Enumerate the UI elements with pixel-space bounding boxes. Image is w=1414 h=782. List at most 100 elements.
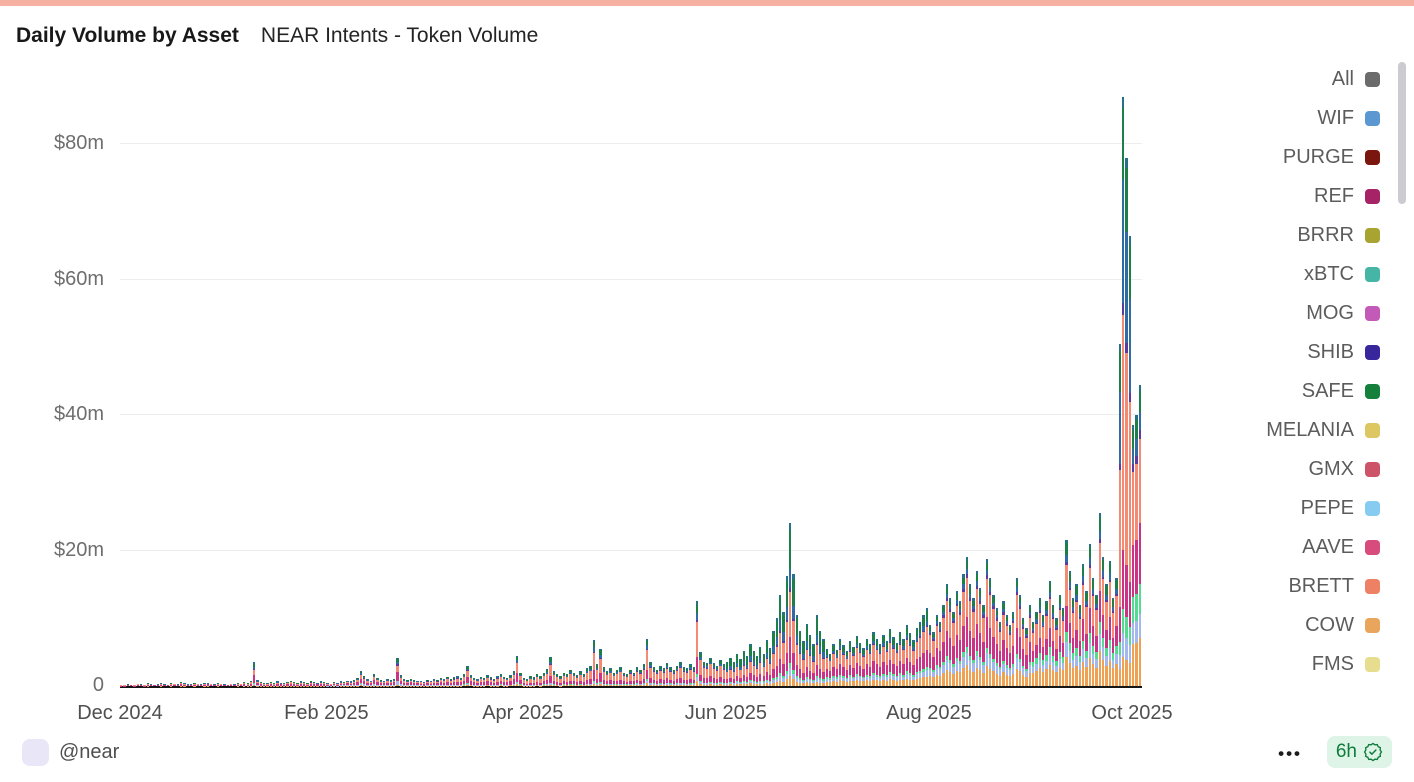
bar-stack[interactable] — [333, 682, 336, 686]
bar-stack[interactable] — [962, 574, 965, 686]
bar-stack[interactable] — [336, 682, 339, 686]
bar-stack[interactable] — [419, 680, 422, 686]
bar-stack[interactable] — [439, 677, 442, 686]
legend-item-xbtc[interactable]: xBTC — [1266, 255, 1380, 294]
bar-stack[interactable] — [246, 682, 249, 686]
bar-stack[interactable] — [765, 640, 769, 686]
bar-stack[interactable] — [482, 677, 486, 686]
bar-stack[interactable] — [226, 684, 229, 686]
bar-stack[interactable] — [898, 631, 902, 686]
bar-stack[interactable] — [602, 667, 606, 686]
bar-stack[interactable] — [452, 677, 456, 686]
bar-stack[interactable] — [662, 668, 665, 686]
bar-stack[interactable] — [752, 650, 755, 686]
bar-stack[interactable] — [799, 630, 802, 686]
bar-stack[interactable] — [789, 523, 792, 686]
bar-stack[interactable] — [379, 680, 382, 686]
bar-stack[interactable] — [659, 665, 662, 686]
bar-stack[interactable] — [672, 669, 675, 686]
bar-stack[interactable] — [449, 678, 452, 686]
bar-stack[interactable] — [922, 614, 925, 686]
bar-stack[interactable] — [412, 680, 416, 686]
bar-stack[interactable] — [296, 682, 299, 686]
bar-stack[interactable] — [442, 679, 446, 686]
bar-stack[interactable] — [216, 682, 219, 686]
bar-stack[interactable] — [369, 680, 372, 686]
bar-stack[interactable] — [143, 685, 146, 686]
bar-stack[interactable] — [905, 625, 908, 686]
bar-stack[interactable] — [163, 684, 166, 686]
bar-stack[interactable] — [426, 679, 429, 686]
bar-stack[interactable] — [1008, 625, 1012, 686]
legend-item-aave[interactable]: AAVE — [1266, 528, 1380, 567]
bar-stack[interactable] — [586, 668, 589, 686]
bar-stack[interactable] — [882, 634, 885, 686]
bar-stack[interactable] — [316, 682, 319, 686]
bar-stack[interactable] — [346, 680, 349, 686]
bar-stack[interactable] — [632, 672, 635, 686]
legend-item-gmx[interactable]: GMX — [1266, 450, 1380, 489]
bar-stack[interactable] — [386, 679, 389, 686]
bar-stack[interactable] — [269, 682, 273, 686]
bar-stack[interactable] — [422, 681, 426, 686]
bar-stack[interactable] — [902, 638, 905, 686]
bar-stack[interactable] — [479, 676, 482, 686]
bar-stack[interactable] — [209, 683, 213, 686]
bar-stack[interactable] — [782, 611, 785, 686]
bar-stack[interactable] — [596, 664, 599, 686]
bar-stack[interactable] — [239, 683, 243, 686]
bar-stack[interactable] — [675, 665, 679, 686]
bar-stack[interactable] — [772, 630, 775, 686]
bar-stack[interactable] — [832, 644, 835, 686]
bar-stack[interactable] — [795, 614, 799, 686]
bar-stack[interactable] — [579, 671, 582, 686]
bar-stack[interactable] — [865, 638, 869, 686]
bar-stack[interactable] — [459, 677, 462, 686]
bar-stack[interactable] — [1095, 594, 1098, 686]
bar-stack[interactable] — [229, 683, 233, 686]
bar-stack[interactable] — [576, 675, 579, 686]
bar-stack[interactable] — [472, 677, 476, 686]
bar-stack[interactable] — [978, 587, 982, 686]
bar-stack[interactable] — [253, 662, 256, 686]
bar-stack[interactable] — [985, 558, 988, 686]
bar-stack[interactable] — [319, 681, 323, 686]
bar-stack[interactable] — [719, 660, 722, 686]
bar-stack[interactable] — [725, 662, 729, 686]
bar-stack[interactable] — [382, 680, 386, 686]
bar-stack[interactable] — [895, 642, 898, 686]
bar-stack[interactable] — [1058, 594, 1062, 686]
bar-stack[interactable] — [406, 680, 409, 686]
bar-stack[interactable] — [133, 685, 136, 686]
bar-stack[interactable] — [745, 656, 749, 686]
bar-stack[interactable] — [1138, 384, 1141, 686]
bar-stack[interactable] — [965, 557, 968, 686]
bar-stack[interactable] — [243, 682, 246, 686]
bar-stack[interactable] — [502, 676, 506, 686]
bar-stack[interactable] — [1122, 96, 1125, 686]
bar-stack[interactable] — [139, 684, 143, 686]
legend-item-all[interactable]: All — [1266, 60, 1380, 99]
bar-stack[interactable] — [1112, 598, 1115, 686]
bar-stack[interactable] — [815, 614, 819, 686]
bar-stack[interactable] — [722, 664, 725, 686]
bar-stack[interactable] — [692, 667, 695, 686]
bar-stack[interactable] — [203, 683, 206, 686]
bar-stack[interactable] — [572, 672, 576, 686]
bar-stack[interactable] — [785, 576, 789, 686]
bar-stack[interactable] — [506, 677, 509, 686]
bar-stack[interactable] — [286, 682, 289, 686]
bar-stack[interactable] — [928, 625, 932, 686]
bar-stack[interactable] — [456, 675, 459, 686]
bar-stack[interactable] — [639, 669, 642, 686]
bar-stack[interactable] — [1062, 608, 1065, 686]
bar-stack[interactable] — [1055, 618, 1058, 686]
bar-stack[interactable] — [592, 640, 596, 686]
bar-stack[interactable] — [266, 683, 269, 686]
bar-stack[interactable] — [685, 668, 689, 686]
legend-item-purge[interactable]: PURGE — [1266, 138, 1380, 177]
bar-stack[interactable] — [123, 685, 126, 686]
bar-stack[interactable] — [739, 658, 742, 686]
bar-stack[interactable] — [762, 653, 765, 686]
bar-stack[interactable] — [432, 679, 436, 686]
